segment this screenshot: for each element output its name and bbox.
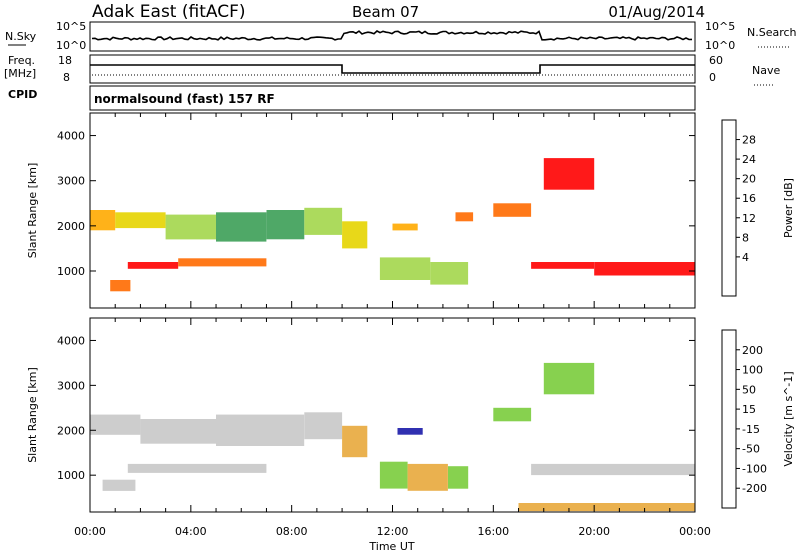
nsky-panel <box>89 21 696 52</box>
colorbar-tick-label: -100 <box>742 462 767 475</box>
scatter-band <box>379 257 431 280</box>
nsky-trace <box>91 30 693 41</box>
colorbar-tick-label: 24 <box>742 153 756 166</box>
scatter-band <box>493 407 532 422</box>
freq-trace <box>90 64 695 74</box>
colorbar-tick-label: -200 <box>742 482 767 495</box>
freq-label-2: [MHz] <box>4 67 36 80</box>
scatter-band <box>397 428 423 435</box>
scatter-band <box>266 210 305 240</box>
scatter-band <box>216 212 267 242</box>
scatter-band <box>115 212 166 229</box>
nave-label: Nave <box>752 64 780 77</box>
scatter-band <box>304 207 343 235</box>
colorbar-tick-label: 16 <box>742 192 756 205</box>
colorbar-tick-label: 15 <box>742 403 756 416</box>
scatter-band <box>493 203 532 217</box>
nave-tick-high: 60 <box>709 54 723 67</box>
scatter-band <box>90 414 141 435</box>
x-tick-label: 08:00 <box>276 525 308 538</box>
x-tick-label: 00:00 <box>74 525 106 538</box>
power-panel: 4000 3000 2000 1000 Slant Range [km] 28 24 20 16… <box>26 112 795 309</box>
freq-panel <box>89 54 696 84</box>
scatter-band <box>379 461 408 489</box>
colorbar-tick-label: 200 <box>742 344 763 357</box>
x-tick-label: 00:00 <box>679 525 711 538</box>
scatter-band <box>178 258 267 267</box>
freq-tick-low: 8 <box>63 71 70 84</box>
scatter-band <box>543 158 595 190</box>
scatter-band <box>127 463 267 473</box>
x-tick-label: 12:00 <box>377 525 409 538</box>
time-axis: 00:00 04:00 08:00 12:00 16:00 20:00 00:00 <box>74 525 711 538</box>
scatter-band <box>531 262 595 269</box>
colorbar-tick-label: 20 <box>742 173 756 186</box>
colorbar-frame <box>721 119 737 297</box>
colorbar-tick-label: 8 <box>742 231 749 244</box>
scatter-band <box>304 412 343 440</box>
nave-tick-low: 0 <box>709 71 716 84</box>
cpid-label: CPID <box>8 88 37 101</box>
x-tick-label: 04:00 <box>175 525 207 538</box>
date-title: 01/Aug/2014 <box>608 3 705 21</box>
freq-tick-high: 18 <box>58 54 72 67</box>
scatter-band <box>216 414 305 446</box>
colorbar-tick-label: -15 <box>742 423 760 436</box>
scatter-band <box>448 466 469 489</box>
colorbar-frame <box>721 329 737 509</box>
colorbar-tick-label: 4 <box>742 251 749 264</box>
scatter-band <box>594 262 695 276</box>
scatter-band <box>127 262 179 269</box>
cpid-text: normalsound (fast) 157 RF <box>94 92 275 106</box>
y-tick-label: 1000 <box>57 265 85 278</box>
y-tick-label: 2000 <box>57 220 85 233</box>
nsearch-label: N.Search <box>747 26 797 39</box>
scatter-band <box>543 362 595 395</box>
scatter-band <box>165 214 216 240</box>
scatter-band <box>90 210 116 231</box>
cpid-panel <box>89 85 696 111</box>
scatter-band <box>102 479 136 491</box>
velocity-panel: 4000 3000 2000 1000 Slant Range [km] 200 100 50… <box>26 317 795 513</box>
y-axis-label: Slant Range [km] <box>26 163 39 259</box>
scatter-band <box>140 419 216 444</box>
colorbar-tick-label: 12 <box>742 212 756 225</box>
nsearch-tick-low: 10^0 <box>705 39 735 52</box>
beam-title: Beam 07 <box>352 3 419 21</box>
y-tick-label: 1000 <box>57 469 85 482</box>
scatter-band <box>392 223 418 231</box>
nsky-tick-high: 10^5 <box>56 20 86 33</box>
scatter-band <box>110 280 131 292</box>
colorbar-tick-label: 100 <box>742 364 763 377</box>
x-axis-label: Time UT <box>368 540 414 553</box>
colorbar-tick-label: -50 <box>742 443 760 456</box>
x-tick-label: 20:00 <box>578 525 610 538</box>
scatter-band <box>430 262 469 285</box>
scatter-band <box>455 212 474 222</box>
colorbar-tick-label: 50 <box>742 383 756 396</box>
site-title: Adak East (fitACF) <box>92 2 246 22</box>
y-tick-label: 4000 <box>57 130 85 143</box>
y-tick-label: 4000 <box>57 334 85 347</box>
nsky-tick-low: 10^0 <box>56 39 86 52</box>
y-tick-label: 2000 <box>57 424 85 437</box>
y-tick-label: 3000 <box>57 175 85 188</box>
freq-label-1: Freq. <box>8 54 35 67</box>
colorbar-label: Velocity [m s^-1] <box>782 371 795 466</box>
x-tick-label: 16:00 <box>477 525 509 538</box>
scatter-band <box>407 463 448 491</box>
scatter-band <box>531 463 695 476</box>
scatter-band <box>342 221 368 249</box>
scatter-band <box>518 503 695 512</box>
nsky-label: N.Sky <box>5 30 37 43</box>
colorbar-tick-label: 28 <box>742 134 756 147</box>
nsearch-tick-high: 10^5 <box>705 20 735 33</box>
colorbar-label: Power [dB] <box>782 178 795 238</box>
y-axis-label: Slant Range [km] <box>26 367 39 463</box>
scatter-band <box>342 425 368 458</box>
y-tick-label: 3000 <box>57 379 85 392</box>
